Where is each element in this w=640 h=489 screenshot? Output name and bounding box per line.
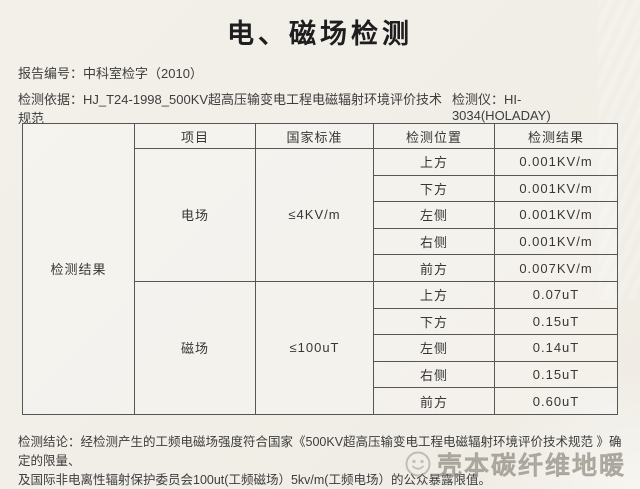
result-cell: 0.007KV/m [494,254,618,282]
table-row: 左侧 0.001KV/m [23,201,618,229]
result-cell: 0.001KV/m [494,227,618,256]
column-header: 检测结果 [494,123,618,149]
position-cell: 上方 [373,148,495,176]
item-cell: 电场 [134,148,256,282]
position-cell: 左侧 [373,334,495,362]
report-number: 报告编号：中科室检字（2010） [18,66,203,81]
instrument: 检测仪：HI-3034(HOLADAY) [451,92,551,123]
result-cell: 0.15uT [494,360,618,389]
standard-cell: ≤100uT [255,280,374,415]
position-cell: 右侧 [373,360,495,389]
row-group-label: 检测结果 [22,123,135,415]
position-cell: 上方 [373,280,495,309]
result-cell: 0.001KV/m [494,201,618,229]
result-cell: 0.15uT [494,307,618,336]
result-cell: 0.001KV/m [494,148,618,176]
page-title: 电、磁场检测 [227,19,413,49]
column-header: 国家标准 [255,123,374,149]
table-row: 下方 0.001KV/m [23,174,618,203]
result-cell: 0.14uT [494,334,618,362]
result-cell: 0.60uT [494,387,618,415]
table-row: 下方 0.15uT [23,307,618,336]
table-row: 前方 0.60uT [23,387,618,415]
meta-row: 检测依据：HJ_T24-1998_500KV超高压输变电工程电磁辐射环境评价技术… [18,89,614,127]
table-row: 右侧 0.15uT [23,360,618,389]
position-cell: 前方 [373,254,495,282]
table-row: 左侧 0.14uT [23,334,618,362]
conclusion-line: 及国际非电离性辐射保护委员会100ut(工频磁场）5kv/m(工频电场）的公众暴… [18,473,491,487]
report-table: 检测结果 项目 国家标准 检测位置 检测结果 电场 ≤4KV/m 上方 0.001KV/m 下方 0… [22,123,618,415]
position-cell: 下方 [373,174,495,203]
table-row: 磁场 ≤100uT 上方 0.07uT [23,280,618,415]
position-cell: 前方 [373,387,495,415]
table-row: 前方 0.007KV/m [23,254,618,282]
results-table-container: 检测结果 项目 国家标准 检测位置 检测结果 电场 ≤4KV/m 上方 0.001KV/m 下方 0… [22,123,618,415]
position-cell: 下方 [373,307,495,336]
item-cell: 磁场 [134,280,256,415]
column-header: 检测位置 [373,123,495,149]
detection-basis: 检测依据：HJ_T24-1998_500KV超高压输变电工程电磁辐射环境评价技术… [18,92,443,126]
position-cell: 右侧 [373,227,495,256]
standard-cell: ≤4KV/m [255,148,374,282]
result-cell: 0.001KV/m [494,174,618,203]
conclusion-text: 检测结论：经检测产生的工频电磁场强度符合国家《500KV超高压输变电工程电磁辐射… [18,433,624,489]
table-row: 右侧 0.001KV/m [23,227,618,256]
table-header-row: 检测结果 项目 国家标准 检测位置 检测结果 [22,123,618,415]
table-row: 电场 ≤4KV/m 上方 0.001KV/m [23,148,618,282]
position-cell: 左侧 [373,201,495,229]
result-cell: 0.07uT [494,280,618,309]
conclusion-line: 检测结论：经检测产生的工频电磁场强度符合国家《500KV超高压输变电工程电磁辐射… [18,435,622,468]
column-header: 项目 [134,123,256,149]
